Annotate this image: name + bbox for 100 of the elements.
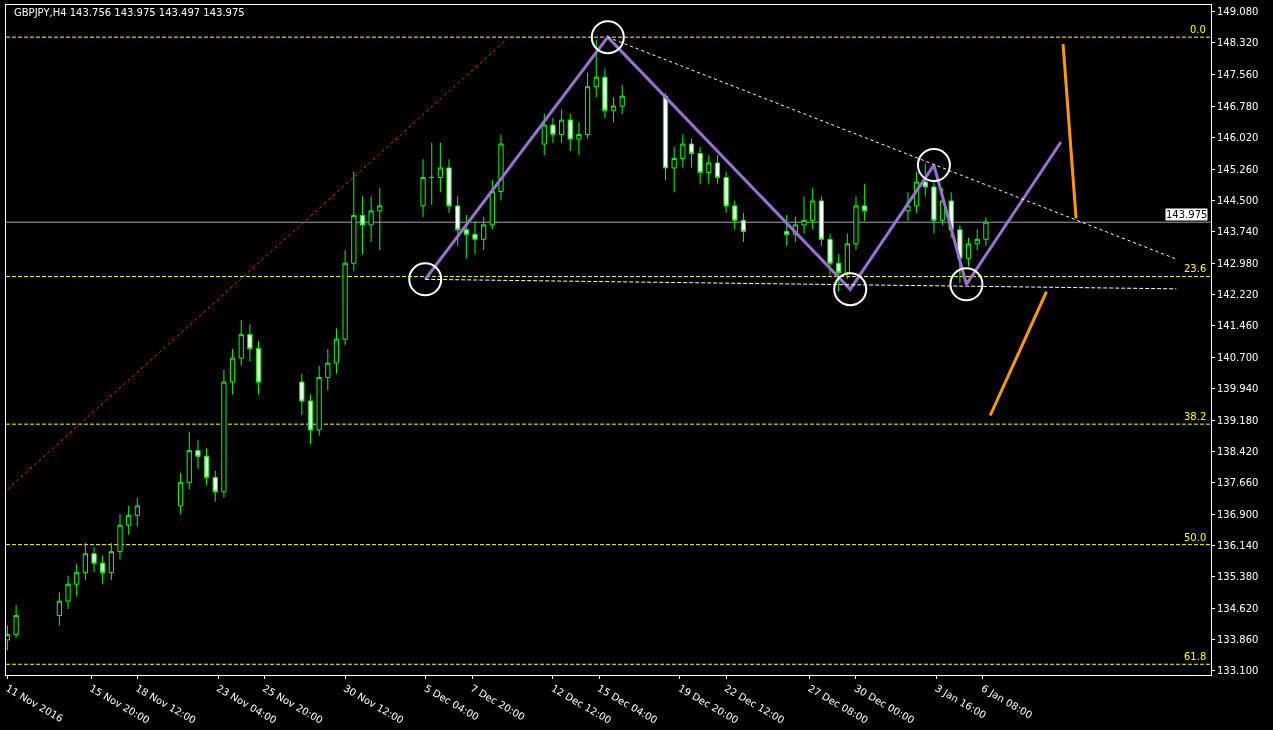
candlestick [351,171,357,272]
y-tick-label: 146.020 [1217,132,1259,144]
y-tick-label: 134.620 [1217,602,1259,614]
candlestick [862,183,868,222]
candlestick [229,348,236,395]
y-tick-label: 147.560 [1217,68,1259,80]
candlestick [732,200,738,230]
candlestick [541,113,547,156]
candlestick [688,138,695,169]
point [590,20,625,55]
y-tick-label: 136.140 [1217,539,1259,551]
annotation: 50.0 [1184,532,1207,543]
candlestick [255,340,262,395]
candlestick [827,233,833,276]
candlestick [584,72,591,140]
candlestick [498,134,504,202]
candlestick [6,624,11,651]
candlestick [325,348,331,391]
candlestick [377,187,383,251]
candlestick [723,171,729,214]
annotation: 0.0 [1190,24,1206,35]
annotation: 61.8 [1184,651,1207,662]
ref-line-label: 143.975 [1166,209,1208,220]
y-tick-label: 141.460 [1217,320,1259,332]
candlestick [740,212,747,243]
point [916,148,951,183]
point [949,267,984,302]
candlestick [108,542,114,581]
chart-title: GBPJPY,H4 143.756 143.975 143.497 143.975 [14,7,245,18]
y-tick-label: 146.780 [1217,100,1259,112]
candlestick [619,84,625,115]
y-tick-label: 142.220 [1217,289,1259,301]
y-tick-label: 140.700 [1217,351,1259,363]
y-tick-label: 133.100 [1217,665,1259,677]
y-tick-label: 148.320 [1217,37,1259,49]
y-tick-label: 142.980 [1217,257,1259,269]
candlestick [463,214,469,259]
candlestick [550,117,556,144]
y-tick-label: 139.180 [1217,414,1259,426]
candlestick [983,216,989,247]
candlestick [100,554,106,585]
candlestick [853,195,859,251]
candlestick [455,195,461,247]
candlestick [437,142,443,193]
candlestick [593,39,599,98]
candlestick [680,134,686,169]
y-tick-label: 138.420 [1217,445,1259,457]
candlestick [203,447,210,486]
candlestick [974,228,980,251]
candlestick [714,154,721,185]
candlestick [82,542,88,581]
candlestick [221,369,227,499]
candlestick [706,154,712,185]
candlestick [117,513,123,560]
candlestick [134,497,140,527]
candlestick [56,591,63,626]
candlestick [13,604,19,639]
candlestick [316,365,322,437]
candlestick [299,373,305,416]
candlestick [420,158,426,218]
candlestick [359,195,366,255]
candlestick [602,68,608,119]
annotation: 38.2 [1184,411,1207,422]
candlestick [368,195,374,243]
y-tick-label: 137.660 [1217,477,1259,489]
candlestick [472,220,478,255]
point [833,272,868,307]
candlestick [91,546,97,573]
candlestick [558,109,565,144]
candlestick [446,158,452,214]
candlestick [126,505,132,536]
candlestick [576,121,582,156]
candlestick [610,96,617,123]
candlestick [65,575,71,610]
candlestick [481,216,487,251]
y-tick-label: 144.500 [1217,195,1259,207]
candlestick [671,146,677,193]
candlestick [784,214,790,247]
point [408,262,443,297]
candlestick [818,195,824,247]
candlestick [342,249,348,346]
annotation: 23.6 [1184,263,1207,274]
y-tick-label: 135.380 [1217,571,1259,583]
candlestick [567,113,573,152]
candlestick [810,187,816,230]
candlestick [844,233,850,280]
y-tick-label: 139.940 [1217,383,1259,395]
candlestick [186,431,192,490]
candlestick [801,195,807,235]
candlestick [489,179,495,230]
candlestick [662,92,669,181]
candlestick [212,470,218,503]
candlestick [333,327,340,375]
candlestick [905,191,911,222]
candlestick [247,323,253,362]
candlestick [965,237,972,268]
candlestick [195,439,201,470]
candlestick [697,146,703,185]
candlestick [429,142,435,206]
candlestick [238,319,244,367]
